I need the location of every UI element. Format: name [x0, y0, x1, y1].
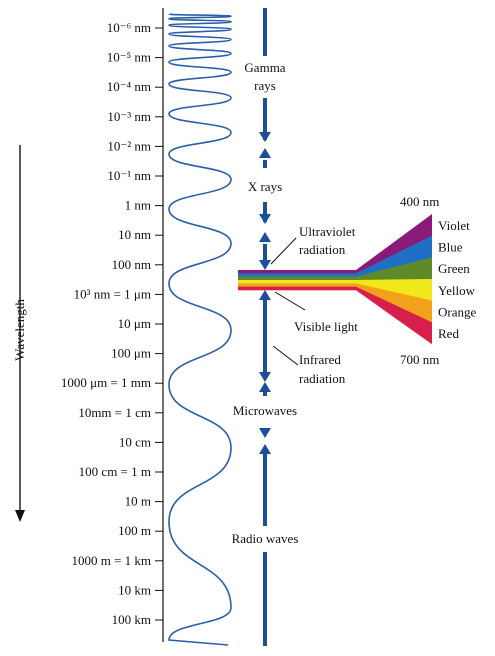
spectrum-color-label-green: Green	[438, 261, 470, 276]
spectrum-strip	[238, 276, 356, 281]
axis-tick-label: 10⁻³ nm	[107, 109, 151, 124]
microwaves-label: Microwaves	[233, 403, 297, 418]
spectrum-color-label-red: Red	[438, 326, 459, 341]
spectrum-bottom-label: 700 nm	[400, 352, 439, 367]
spectrum-fan-segment	[356, 257, 432, 281]
band-arrows	[259, 8, 271, 646]
spectrum-strip	[238, 273, 356, 277]
axis-tick-label: 10 cm	[119, 434, 151, 449]
ir-label-2: radiation	[299, 371, 346, 386]
axis-tick-label: 10 μm	[118, 316, 151, 331]
axis-tick-label: 10³ nm = 1 μm	[74, 286, 151, 301]
axis-tick-label: 100 cm = 1 m	[79, 464, 151, 479]
spectrum-strip	[238, 286, 356, 291]
visible-leader	[274, 291, 306, 311]
arrow-head	[259, 132, 271, 142]
spectrum-fan-segment	[356, 279, 432, 301]
spectrum-fan-segment	[356, 235, 432, 277]
spectrum-strip	[238, 280, 356, 284]
spectrum-color-labels: Violet Blue Green Yellow Orange Red	[438, 218, 476, 341]
arrow-head	[259, 382, 271, 392]
xrays-label: X rays	[248, 179, 282, 194]
axis-tick-label: 10⁻⁵ nm	[107, 50, 151, 65]
axis-tick-label: 10mm = 1 cm	[78, 405, 151, 420]
spectrum-fan-segment	[356, 286, 432, 345]
spectrum-color-label-violet: Violet	[438, 218, 470, 233]
axis-tick-label: 10 km	[118, 582, 151, 597]
arrow-head	[259, 260, 271, 270]
arrow-head	[259, 290, 271, 300]
uv-label-2: radiation	[299, 242, 346, 257]
axis-tick-label: 1000 m = 1 km	[71, 553, 151, 568]
axis-tick-label: 100 km	[112, 612, 151, 627]
visible-light-label: Visible light	[294, 319, 358, 334]
spectrum-strip	[238, 283, 356, 287]
arrow-head	[259, 428, 271, 438]
axis-tick-label: 100 m	[118, 523, 151, 538]
spectrum-color-label-blue: Blue	[438, 240, 463, 255]
spectrum-color-label-yellow: Yellow	[438, 283, 476, 298]
gamma-label-2: rays	[254, 78, 276, 93]
spectrum-color-label-orange: Orange	[438, 305, 476, 320]
axis-ticks: 10⁻⁶ nm 10⁻⁵ nm 10⁻⁴ nm 10⁻³ nm 10⁻² nm 10⁻¹ …	[61, 20, 163, 627]
wave-curve	[168, 13, 232, 646]
axis-tick-label: 1000 μm = 1 mm	[61, 375, 151, 390]
axis-tick-label: 10 nm	[118, 227, 151, 242]
ir-label-1: Infrared	[299, 352, 341, 367]
axis-tick-label: 100 μm	[111, 346, 151, 361]
axis-tick-label: 10 m	[125, 494, 151, 509]
gamma-label-1: Gamma	[244, 60, 285, 75]
visible-spectrum-fan	[238, 214, 432, 345]
axis-tick-label: 10⁻⁴ nm	[107, 79, 151, 94]
axis-tick-label: 100 nm	[112, 257, 151, 272]
arrow-head	[259, 372, 271, 382]
uv-label-1: Ultraviolet	[299, 224, 356, 239]
arrow-head	[259, 444, 271, 454]
wavelength-arrowhead	[15, 510, 25, 522]
spectrum-strip	[238, 270, 356, 274]
arrow-head	[259, 148, 271, 158]
axis-tick-label: 10⁻⁶ nm	[107, 20, 151, 35]
spectrum-fan-segment	[356, 283, 432, 323]
axis-tick-label: 10⁻¹ nm	[107, 168, 151, 183]
arrow-head	[259, 232, 271, 242]
arrow-head	[259, 214, 271, 224]
spectrum-fan-segment	[356, 214, 432, 274]
radio-waves-label: Radio waves	[232, 531, 299, 546]
axis-tick-label: 1 nm	[125, 198, 151, 213]
axis-tick-label: 10⁻² nm	[107, 138, 151, 153]
spectrum-top-label: 400 nm	[400, 194, 439, 209]
uv-leader	[270, 237, 297, 265]
ir-leader	[272, 345, 299, 366]
